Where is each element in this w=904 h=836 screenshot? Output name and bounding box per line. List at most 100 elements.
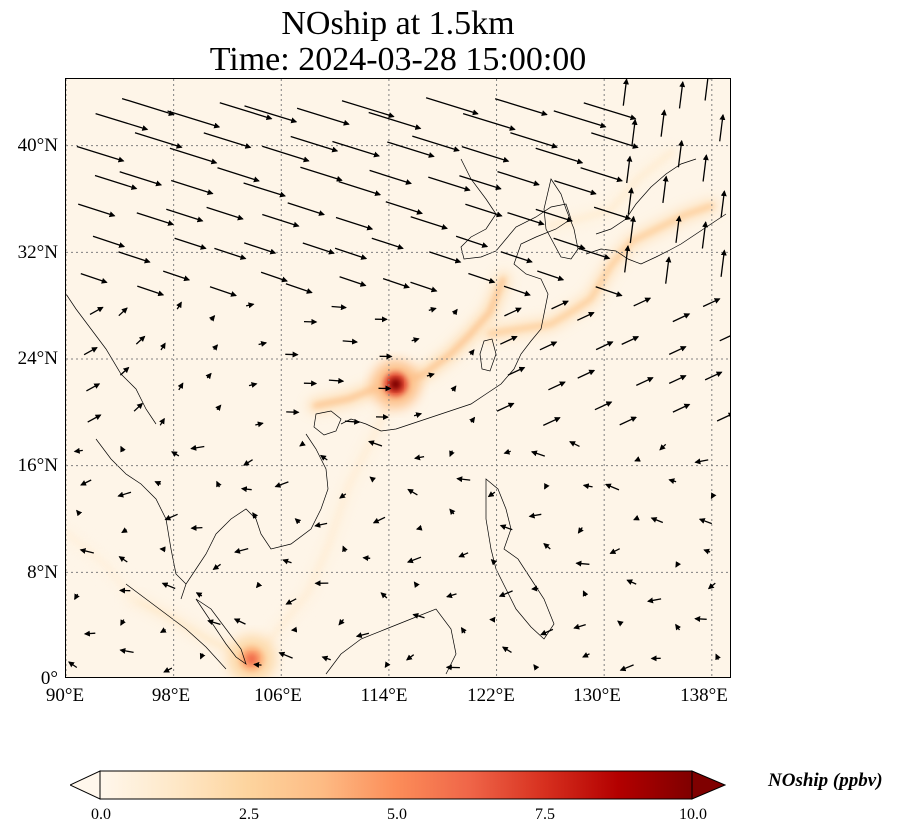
- wind-arrow-28: [591, 132, 639, 149]
- wind-arrow-187: [544, 482, 550, 490]
- wind-arrow-6: [341, 100, 395, 118]
- wind-arrow-39: [369, 169, 412, 185]
- wind-arrow-94: [665, 256, 672, 284]
- graticule-layer: [66, 79, 730, 677]
- wind-arrow-147: [215, 404, 222, 412]
- wind-arrow-57: [465, 203, 503, 218]
- wind-arrow-74: [500, 251, 533, 264]
- wind-arrow-255: [694, 615, 707, 622]
- wind-arrow-33: [119, 171, 163, 187]
- wind-arrow-50: [166, 208, 204, 223]
- wind-arrow-164: [243, 459, 253, 466]
- wind-arrow-2: [167, 110, 221, 129]
- wind-arrow-95: [720, 249, 727, 277]
- wind-arrow-13: [622, 79, 629, 106]
- wind-arrow-69: [302, 242, 335, 255]
- wind-arrow-176: [80, 479, 92, 486]
- wind-arrow-182: [339, 492, 347, 499]
- wind-arrow-247: [355, 632, 370, 639]
- wind-arrow-152: [413, 412, 423, 418]
- wind-arrow-191: [710, 492, 717, 500]
- wind-arrow-217: [458, 551, 469, 558]
- wind-arrow-83: [209, 286, 237, 297]
- wind-arrow-209: [118, 556, 128, 563]
- wind-arrow-207: [698, 518, 713, 525]
- wind-arrow-115: [211, 344, 219, 351]
- wind-arrow-192: [76, 509, 83, 517]
- wind-arrow-218: [490, 558, 498, 566]
- wind-arrow-236: [582, 590, 589, 597]
- wind-arrow-47: [702, 154, 709, 182]
- wind-arrow-92: [595, 286, 623, 297]
- wind-arrow-112: [83, 347, 98, 356]
- wind-arrow-97: [118, 307, 128, 317]
- wind-arrow-14: [678, 81, 686, 109]
- wind-arrow-254: [675, 623, 682, 631]
- wind-arrow-4: [244, 105, 298, 124]
- wind-arrow-264: [406, 654, 415, 661]
- emission-hotspot-1-ring-2: [245, 653, 258, 665]
- wind-arrow-171: [530, 450, 546, 457]
- wind-arrow-134: [328, 377, 345, 384]
- wind-arrow-5: [296, 107, 350, 126]
- wind-arrow-155: [543, 417, 561, 426]
- colorbar-tick-7-5: 7.5: [535, 806, 555, 823]
- wind-arrow-246: [338, 618, 345, 626]
- colorbar-tick-0: 0.0: [91, 806, 111, 823]
- wind-arrow-93: [624, 245, 631, 273]
- wind-arrow-75: [553, 237, 586, 250]
- wind-arrow-87: [382, 277, 410, 289]
- wind-arrow-174: [659, 443, 667, 451]
- wind-arrow-120: [411, 337, 420, 344]
- wind-arrow-98: [176, 301, 182, 310]
- wind-arrow-65: [118, 251, 151, 264]
- wind-arrow-130: [177, 382, 184, 391]
- wind-arrow-222: [675, 561, 682, 568]
- wind-arrow-170: [503, 448, 511, 455]
- wind-arrow-214: [342, 545, 348, 553]
- wind-arrow-11: [553, 110, 607, 129]
- wind-arrow-86: [339, 276, 367, 287]
- lat-label-0: 0°: [40, 668, 58, 689]
- wind-arrow-162: [171, 451, 180, 457]
- wind-arrow-224: [74, 593, 80, 601]
- colorbar-gradient: [99, 770, 693, 800]
- wind-arrow-100: [245, 302, 255, 309]
- wind-arrow-263: [384, 661, 391, 669]
- wind-arrow-193: [121, 527, 128, 534]
- wind-arrow-271: [715, 653, 721, 661]
- wind-arrow-199: [372, 516, 386, 524]
- wind-arrow-231: [380, 592, 388, 599]
- wind-arrow-125: [621, 336, 640, 345]
- wind-arrow-26: [510, 132, 558, 149]
- wind-arrow-239: [707, 582, 716, 590]
- wind-arrow-237: [626, 579, 637, 585]
- wind-arrow-183: [369, 476, 376, 483]
- wind-arrow-22: [332, 140, 380, 158]
- wind-arrow-62: [662, 175, 669, 203]
- wind-arrow-58: [507, 212, 545, 226]
- wind-arrow-63: [720, 190, 727, 218]
- wind-arrow-30: [660, 109, 667, 137]
- wind-arrow-244: [233, 618, 246, 625]
- coastline-indochina: [180, 433, 329, 600]
- wind-arrow-15: [704, 79, 711, 101]
- wind-arrow-172: [569, 441, 580, 447]
- wind-arrow-10: [494, 98, 548, 116]
- wind-arrow-89: [468, 272, 496, 284]
- wind-arrow-44: [580, 167, 623, 183]
- wind-arrow-221: [609, 548, 620, 554]
- wind-arrow-260: [253, 661, 262, 668]
- wind-arrow-181: [274, 481, 289, 488]
- map-plot-area[interactable]: [65, 78, 731, 678]
- wind-arrow-109: [633, 297, 652, 307]
- wind-arrow-90: [503, 285, 531, 297]
- wind-arrow-198: [314, 521, 328, 528]
- wind-arrow-24: [412, 135, 460, 152]
- wind-arrow-61: [627, 187, 634, 215]
- wind-arrow-266: [501, 646, 512, 653]
- wind-arrow-71: [371, 237, 404, 250]
- wind-arrow-185: [456, 476, 471, 483]
- wind-arrow-167: [368, 440, 383, 447]
- wind-arrow-212: [234, 547, 249, 554]
